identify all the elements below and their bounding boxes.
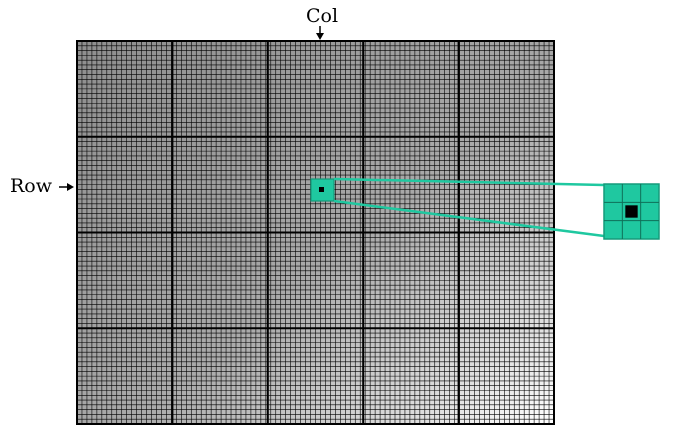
highlight-region — [310, 178, 335, 202]
row-label: Row — [10, 175, 53, 197]
arrow-right-icon — [59, 183, 74, 191]
zoom-connector-bottom — [333, 199, 605, 238]
col-label: Col — [306, 5, 338, 27]
zoomed-kernel — [603, 183, 660, 240]
kernel-center-pixel — [625, 205, 638, 218]
arrow-down-icon — [316, 26, 324, 40]
grid-border — [76, 40, 555, 425]
grid-block-lines — [77, 41, 554, 424]
zoom-connector-top — [333, 177, 605, 187]
